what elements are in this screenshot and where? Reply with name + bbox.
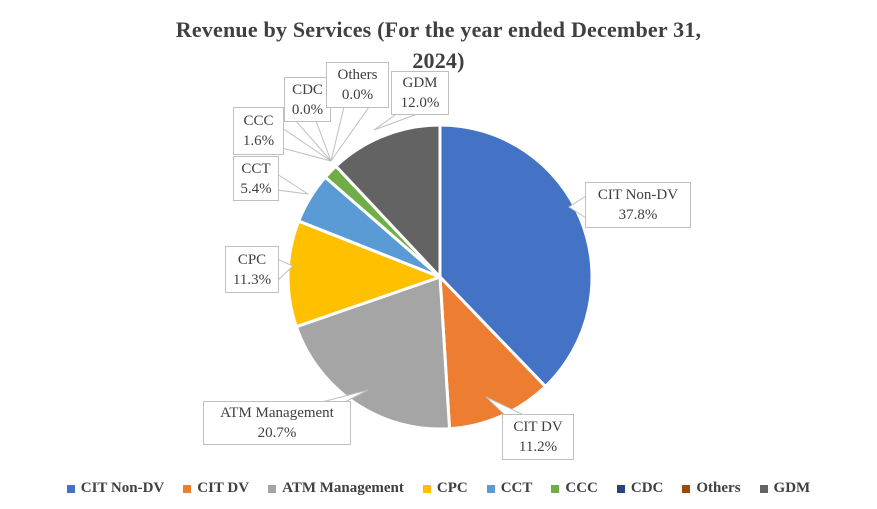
- data-label-cit-dv[interactable]: CIT DV 11.2%: [502, 414, 574, 460]
- legend-label: CCC: [565, 480, 598, 496]
- data-label-cpc[interactable]: CPC 11.3%: [225, 246, 279, 293]
- legend-marker-icon: [183, 484, 192, 493]
- legend-marker-icon: [682, 484, 691, 493]
- data-label-cit-nondv[interactable]: CIT Non-DV 37.8%: [585, 182, 691, 228]
- legend-label: GDM: [773, 480, 811, 496]
- legend-label: ATM Management: [282, 480, 404, 496]
- data-label-name: CCC: [243, 113, 274, 129]
- data-label-gdm[interactable]: GDM 12.0%: [391, 71, 449, 115]
- data-label-name: GDM: [402, 75, 438, 91]
- legend-item-atm-management[interactable]: ATM Management: [268, 480, 404, 497]
- legend-marker-icon: [268, 484, 277, 493]
- data-label-value: 20.7%: [257, 425, 297, 441]
- legend-label: CIT DV: [197, 480, 250, 496]
- data-label-value: 12.0%: [400, 95, 440, 111]
- pie-slice-cit-non-dv[interactable]: [438, 123, 594, 388]
- legend-item-cit-dv[interactable]: CIT DV: [183, 480, 249, 497]
- data-label-name: ATM Management: [220, 405, 334, 421]
- pie-slice-gdm[interactable]: [334, 123, 442, 279]
- data-label-name: CCT: [241, 160, 271, 177]
- data-label-name: Others: [337, 67, 378, 83]
- legend-marker-icon: [486, 484, 495, 493]
- data-label-atm-management[interactable]: ATM Management 20.7%: [203, 401, 351, 445]
- legend-item-others[interactable]: Others: [682, 480, 741, 497]
- legend-item-ccc[interactable]: CCC: [551, 480, 598, 497]
- data-label-value: 11.3%: [232, 271, 272, 288]
- data-label-cdc[interactable]: CDC 0.0%: [284, 77, 331, 122]
- legend-item-cit-non-dv[interactable]: CIT Non-DV: [66, 480, 165, 497]
- chart-title-line2: 2024): [412, 48, 465, 73]
- chart-legend: CIT Non-DV CIT DV ATM Management CPC CCT CCC C…: [0, 480, 877, 497]
- legend-item-gdm[interactable]: GDM: [759, 480, 811, 497]
- legend-marker-icon: [616, 484, 625, 493]
- legend-item-cdc[interactable]: CDC: [616, 480, 664, 497]
- data-label-value: 0.0%: [341, 87, 374, 103]
- legend-item-cpc[interactable]: CPC: [422, 480, 468, 497]
- legend-label: Others: [696, 480, 741, 496]
- legend-label: CIT Non-DV: [80, 480, 165, 496]
- pie-slice-cpc[interactable]: [286, 219, 442, 329]
- data-label-others[interactable]: Others 0.0%: [326, 62, 389, 108]
- data-label-value: 0.0%: [291, 101, 324, 118]
- data-label-cct[interactable]: CCT 5.4%: [233, 156, 279, 201]
- legend-label: CCT: [500, 480, 533, 496]
- data-label-name: CPC: [237, 251, 267, 268]
- legend-marker-icon: [422, 484, 431, 493]
- data-label-name: CIT DV: [513, 419, 563, 435]
- data-label-ccc[interactable]: CCC 1.6%: [233, 107, 284, 155]
- chart-title-line1: Revenue by Services (For the year ended …: [175, 17, 702, 42]
- legend-marker-icon: [66, 484, 75, 493]
- cct-callout-pointer: [276, 173, 309, 195]
- data-label-value: 1.6%: [242, 133, 275, 149]
- pie-slice-cit-dv[interactable]: [438, 275, 547, 431]
- chart-title[interactable]: Revenue by Services (For the year ended …: [0, 14, 877, 76]
- data-label-value: 11.2%: [518, 439, 558, 455]
- legend-marker-icon: [551, 484, 560, 493]
- legend-label: CPC: [436, 480, 468, 496]
- data-label-value: 5.4%: [240, 180, 272, 197]
- data-label-name: CDC: [292, 81, 323, 98]
- data-label-value: 37.8%: [618, 207, 658, 223]
- legend-item-cct[interactable]: CCT: [486, 480, 533, 497]
- legend-label: CDC: [630, 480, 664, 496]
- data-label-name: CIT Non-DV: [597, 187, 679, 203]
- legend-marker-icon: [759, 484, 768, 493]
- pie-slices: [286, 123, 594, 431]
